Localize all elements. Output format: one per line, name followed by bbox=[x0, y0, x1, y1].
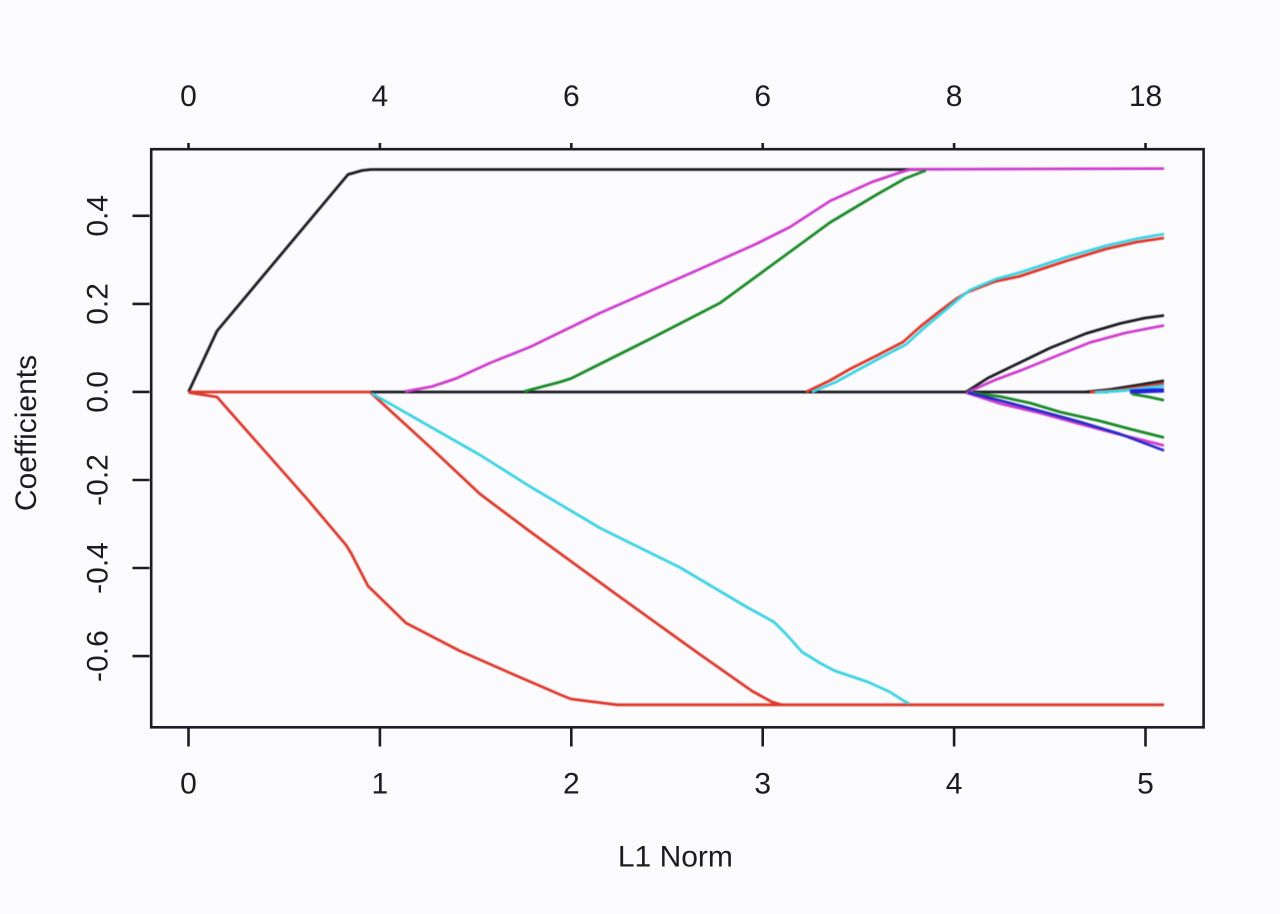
svg-text:L1 Norm: L1 Norm bbox=[618, 841, 733, 874]
svg-text:0.2: 0.2 bbox=[82, 283, 115, 325]
svg-text:0.4: 0.4 bbox=[82, 195, 115, 237]
svg-text:-0.4: -0.4 bbox=[82, 542, 115, 594]
svg-text:8: 8 bbox=[946, 80, 963, 113]
svg-text:Coefficients: Coefficients bbox=[10, 355, 43, 511]
svg-text:-0.2: -0.2 bbox=[82, 454, 115, 506]
svg-text:2: 2 bbox=[563, 768, 580, 801]
svg-text:6: 6 bbox=[563, 80, 580, 113]
svg-text:6: 6 bbox=[754, 80, 771, 113]
svg-text:1: 1 bbox=[372, 768, 389, 801]
svg-text:5: 5 bbox=[1137, 768, 1154, 801]
svg-text:-0.6: -0.6 bbox=[82, 630, 115, 682]
svg-text:0: 0 bbox=[180, 80, 197, 113]
svg-text:3: 3 bbox=[754, 768, 771, 801]
svg-text:4: 4 bbox=[372, 80, 389, 113]
svg-text:0: 0 bbox=[180, 768, 197, 801]
svg-text:4: 4 bbox=[946, 768, 963, 801]
svg-text:0.0: 0.0 bbox=[82, 371, 115, 413]
svg-text:18: 18 bbox=[1129, 80, 1162, 113]
